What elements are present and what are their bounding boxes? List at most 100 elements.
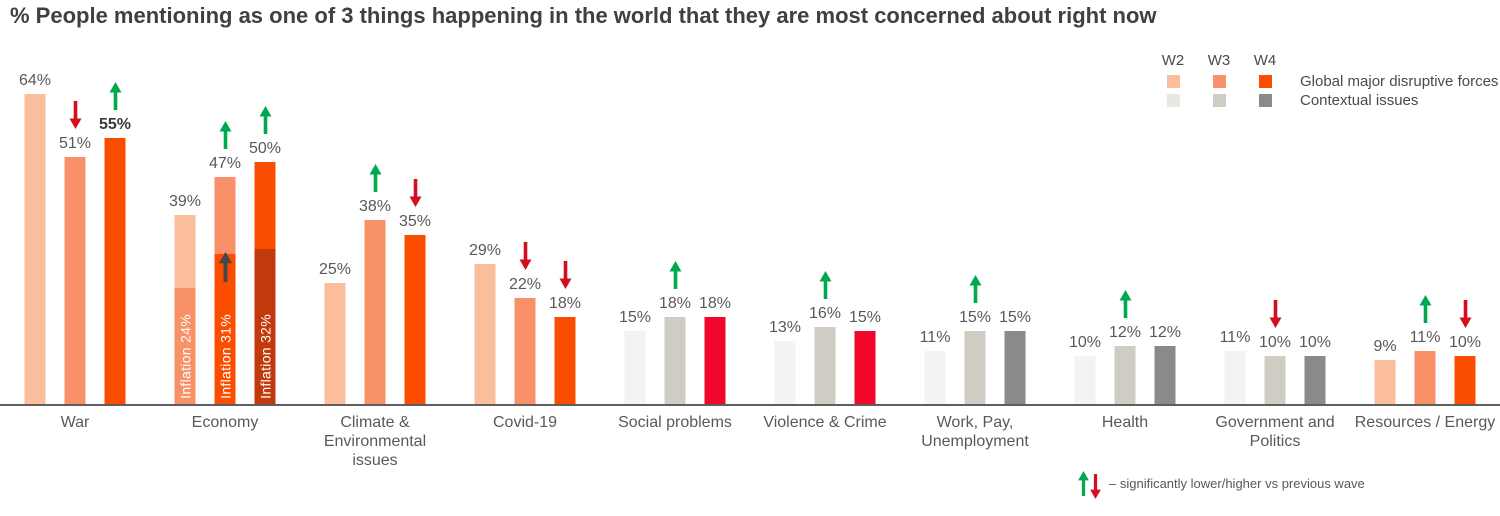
significance-arrow xyxy=(259,106,271,134)
significance-arrow-up-icon xyxy=(259,106,271,134)
bar-w3 xyxy=(814,327,836,404)
bar-w3 xyxy=(364,220,386,404)
significance-arrow-down-icon xyxy=(69,101,81,129)
bar-slot-w2: 13% xyxy=(769,319,801,404)
bar-group-work-pay-unemployment: 11% 15% 15% Work, Pay, Unemployment xyxy=(900,0,1050,450)
bar-group-health: 10% 12% 12% Health xyxy=(1050,0,1200,431)
significance-arrow xyxy=(69,101,81,129)
bar-w2 xyxy=(324,283,346,404)
bar-slot-w4: 15% xyxy=(999,309,1031,404)
inflation-increase-arrow-icon xyxy=(218,251,232,283)
bar-w4 xyxy=(554,317,576,404)
bar-w2 xyxy=(24,94,46,404)
legend-row-disruptive: Global major disruptive forces xyxy=(1150,72,1498,91)
significance-arrow xyxy=(1459,300,1471,328)
bar-w3 xyxy=(64,157,86,404)
bar-slot-w3: 51% xyxy=(59,101,91,404)
significance-arrow-up-icon xyxy=(219,121,231,149)
bar-slot-w3: Inflation 31% 47% xyxy=(209,121,241,404)
bar-w3 xyxy=(514,298,536,404)
bar-slot-w2: 11% xyxy=(1220,329,1250,404)
bar-value-label: 11% xyxy=(1219,329,1251,346)
bar-w3: Inflation 31% xyxy=(214,177,236,404)
bar-slot-w4: 18% xyxy=(549,261,581,404)
inflation-segment xyxy=(174,288,196,404)
bar-w4 xyxy=(704,317,726,404)
category-label: Resources / Energy xyxy=(1354,414,1496,431)
bar-value-label: 18% xyxy=(698,295,732,312)
legend-swatch-icon xyxy=(1212,75,1226,88)
bar-slot-w3: 18% xyxy=(659,261,691,404)
bar-value-label: 22% xyxy=(508,276,542,293)
significance-arrow-up-icon xyxy=(109,82,121,110)
bars-row: Inflation 24% 39% Inflation 31% 47% Inflatio… xyxy=(169,106,281,404)
legend-swatch-icon xyxy=(1212,94,1226,107)
bar-slot-w3: 15% xyxy=(959,275,991,404)
bar-value-label: 11% xyxy=(919,329,951,346)
significance-arrows xyxy=(1078,468,1101,499)
inflation-label: Inflation 31% xyxy=(217,314,233,399)
bar-slot-w3: 11% xyxy=(1410,295,1440,404)
bar-group-covid-19: 29% 22% 18% Covid-19 xyxy=(450,0,600,431)
bar-slot-w2: 15% xyxy=(619,309,651,404)
significance-arrow xyxy=(669,261,681,289)
bar-group-climate-environmental-issues: 25% 38% 35% Climate & Environmental issues xyxy=(300,0,450,469)
significance-arrow-down-icon xyxy=(1459,300,1471,328)
bar-w2 xyxy=(1074,356,1096,404)
bar-value-label: 11% xyxy=(1409,329,1441,346)
significance-footnote: – significantly lower/higher vs previous… xyxy=(1078,468,1365,499)
bar-value-label: 47% xyxy=(208,155,242,172)
category-label: Work, Pay, Unemployment xyxy=(921,414,1029,450)
category-label: Violence & Crime xyxy=(763,414,887,431)
bar-value-label: 10% xyxy=(1068,334,1102,351)
category-label: Climate & Environmental issues xyxy=(323,414,427,469)
inflation-label: Inflation 24% xyxy=(177,314,193,399)
bar-slot-w2: 10% xyxy=(1069,334,1101,404)
legend-swatch-icon xyxy=(1166,94,1180,107)
significance-arrow-down-icon xyxy=(1090,474,1101,499)
significance-arrow-down-icon xyxy=(1269,300,1281,328)
legend-row-contextual: Contextual issues xyxy=(1150,91,1498,110)
bar-value-label: 15% xyxy=(848,309,882,326)
bar-value-label: 29% xyxy=(468,242,502,259)
significance-arrow-up-icon xyxy=(819,271,831,299)
bar-value-label: 38% xyxy=(358,198,392,215)
bar-slot-w4: 18% xyxy=(699,295,731,404)
bar-value-label: 10% xyxy=(1448,334,1482,351)
bar-value-label: 64% xyxy=(18,72,52,89)
bar-w3 xyxy=(664,317,686,404)
bar-slot-w4: 15% xyxy=(849,309,881,404)
bar-group-resources-energy: 9% 11% 10% Resources / Energy xyxy=(1350,0,1500,431)
significance-footnote-text: – significantly lower/higher vs previous… xyxy=(1109,476,1365,491)
bar-group-violence-crime: 13% 16% 15% Violence & Crime xyxy=(750,0,900,431)
bars-row: 10% 12% 12% xyxy=(1069,290,1181,404)
legend-wave-headers: W2 W3 W4 xyxy=(1150,50,1498,70)
bar-value-label: 50% xyxy=(248,140,282,157)
bar-w4 xyxy=(104,138,126,404)
significance-arrow-up-icon xyxy=(369,164,381,192)
bars-row: 13% 16% 15% xyxy=(769,271,881,404)
bar-w2 xyxy=(1224,351,1246,404)
bar-w4: Inflation 32% xyxy=(254,162,276,404)
bar-w4 xyxy=(1454,356,1476,404)
significance-arrow xyxy=(409,179,421,207)
bar-w4 xyxy=(404,235,426,404)
inflation-label: Inflation 32% xyxy=(257,314,273,399)
inflation-segment xyxy=(214,254,236,404)
bar-value-label: 51% xyxy=(58,135,92,152)
bar-value-label: 10% xyxy=(1298,334,1332,351)
category-label: Health xyxy=(1101,414,1149,431)
bars-row: 25% 38% 35% xyxy=(319,164,431,404)
significance-arrow xyxy=(519,242,531,270)
category-label: Economy xyxy=(191,414,259,431)
bars-row: 29% 22% 18% xyxy=(469,242,581,404)
significance-arrow xyxy=(1419,295,1431,323)
significance-arrow xyxy=(219,121,231,149)
inflation-increase-arrow xyxy=(218,250,232,284)
significance-arrow-down-icon xyxy=(559,261,571,289)
legend-wave-w2: W2 xyxy=(1161,51,1185,69)
chart-title: % People mentioning as one of 3 things h… xyxy=(10,3,1157,28)
category-label: Covid-19 xyxy=(492,414,558,431)
bar-value-label: 16% xyxy=(808,305,842,322)
significance-arrow-down-icon xyxy=(519,242,531,270)
